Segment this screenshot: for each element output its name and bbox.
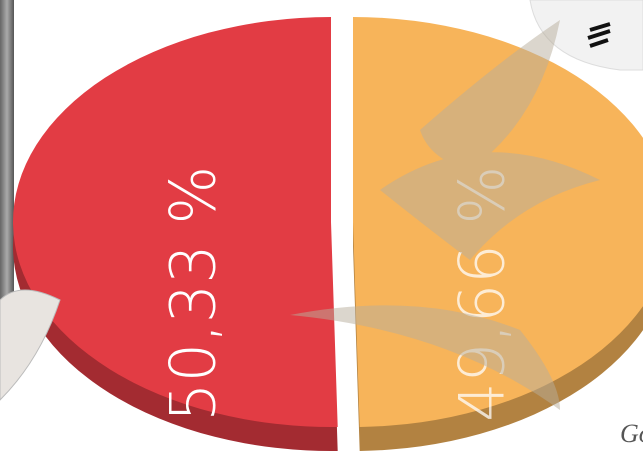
slice-label: 50,33 % bbox=[156, 166, 229, 422]
background-bar bbox=[0, 0, 14, 300]
annotation: Go bbox=[620, 419, 643, 448]
chart: 50,33 %49,66 % Go bbox=[0, 0, 643, 454]
background-hand bbox=[0, 290, 60, 400]
